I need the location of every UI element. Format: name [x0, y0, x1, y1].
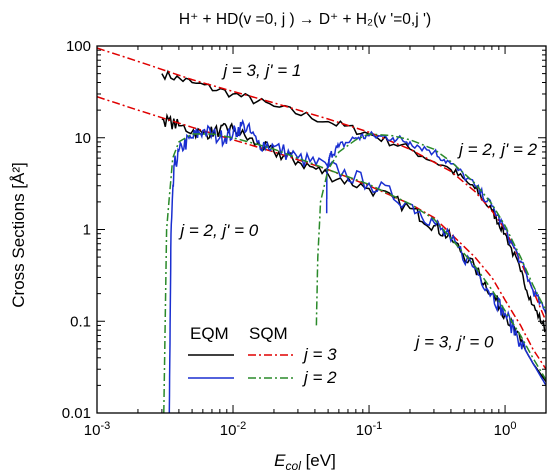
x-tick-label: 10-1	[356, 420, 382, 439]
series-line-2	[97, 47, 546, 322]
annotation-1: j = 3, j' = 1	[221, 61, 301, 80]
x-axis-label: Ecol [eV]	[274, 451, 336, 471]
series-line-5	[168, 118, 546, 413]
annotation-3: j = 2, j' = 0	[178, 221, 258, 240]
x-tick-label: 10-2	[220, 420, 246, 439]
series-line-8	[315, 133, 546, 326]
legend-label: j = 3	[302, 345, 337, 364]
legend-header-sqm: SQM	[249, 324, 288, 343]
legend-header-eqm: EQM	[190, 324, 229, 343]
annotation-4: j = 3, j' = 0	[414, 332, 494, 351]
y-tick-label: 100	[66, 38, 91, 55]
annotations: j = 3, j' = 1 j = 2, j' = 2 j = 2, j' = 0 j…	[178, 61, 537, 351]
y-tick-label: 0.01	[62, 405, 91, 422]
series-line-4	[97, 95, 546, 370]
legend: EQM SQM j = 3 j = 2	[188, 324, 337, 387]
y-tick-label: 0.1	[70, 313, 91, 330]
axis-ticks: 10-3 10-2 10-1 100 0.01 0.1 1 10 100	[62, 38, 547, 439]
x-tick-label: 10-3	[84, 420, 110, 439]
series-line-7	[325, 130, 546, 315]
y-tick-label: 1	[83, 222, 91, 239]
plot-area	[97, 47, 546, 413]
legend-label: j = 2	[302, 368, 337, 387]
x-tick-label: 100	[494, 420, 517, 439]
series-line-6	[163, 133, 546, 413]
annotation-2: j = 2, j' = 2	[457, 140, 537, 159]
chart-title: H⁺ + HD(v =0, j ) → D⁺ + H₂(v '=0,j ')	[179, 11, 431, 28]
y-tick-label: 10	[74, 130, 91, 147]
y-axis-label: Cross Sections [Å²]	[9, 162, 28, 308]
